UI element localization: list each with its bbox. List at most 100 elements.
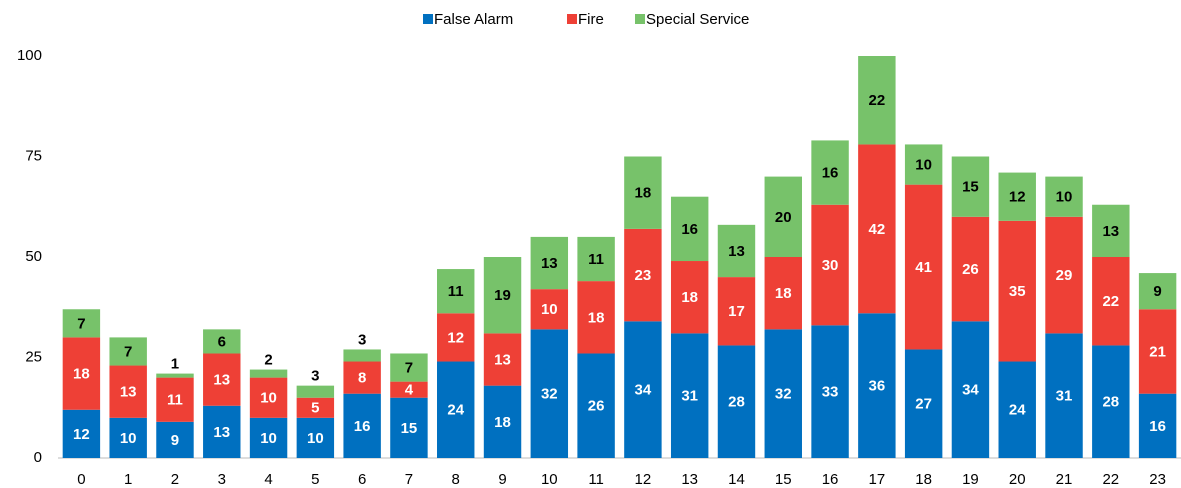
value-label: 15 — [401, 420, 418, 437]
x-tick-label: 14 — [728, 471, 745, 488]
bar-segment — [764, 176, 802, 257]
value-label: 13 — [541, 255, 558, 272]
value-label: 32 — [541, 386, 558, 403]
value-label: 10 — [541, 301, 558, 318]
x-tick-label: 19 — [962, 471, 979, 488]
x-tick-label: 8 — [452, 471, 460, 488]
bar-segment — [156, 421, 194, 458]
value-label: 6 — [218, 333, 226, 350]
legend-label: False Alarm — [434, 11, 513, 28]
bar-segment — [483, 257, 522, 334]
x-tick-label: 23 — [1149, 471, 1166, 488]
bar-segment — [483, 385, 522, 458]
bar-segment — [62, 337, 101, 410]
bar-segment — [343, 349, 381, 362]
x-tick-label: 5 — [311, 471, 319, 488]
bar-segment — [530, 236, 569, 290]
bar-segment — [577, 353, 615, 458]
value-label: 13 — [1102, 223, 1119, 240]
value-label: 30 — [822, 257, 839, 274]
bar-segment — [670, 261, 709, 334]
value-label: 7 — [405, 360, 413, 377]
value-label: 12 — [1009, 189, 1026, 206]
y-tick-label: 100 — [17, 47, 42, 64]
bar-segment — [296, 397, 335, 418]
bar-segment — [998, 361, 1036, 458]
value-label: 34 — [635, 382, 652, 399]
bar-segment — [1045, 333, 1083, 458]
value-label: 10 — [260, 430, 277, 447]
value-label: 2 — [264, 352, 272, 369]
bar-segment — [717, 224, 756, 278]
value-label: 10 — [1056, 189, 1073, 206]
value-label: 11 — [167, 392, 183, 409]
value-label: 13 — [120, 384, 137, 401]
value-label: 13 — [213, 372, 230, 389]
y-tick-label: 25 — [25, 348, 42, 365]
x-tick-label: 2 — [171, 471, 179, 488]
bar-segment — [296, 417, 335, 458]
bar-segment — [343, 393, 381, 458]
x-tick-label: 1 — [124, 471, 132, 488]
value-label: 22 — [1102, 293, 1119, 310]
x-tick-label: 10 — [541, 471, 558, 488]
value-label: 33 — [822, 384, 839, 401]
bar-segment — [203, 405, 241, 458]
value-label: 5 — [311, 400, 319, 417]
bar-segment — [249, 377, 288, 418]
bar-segment — [437, 269, 475, 314]
value-label: 12 — [73, 426, 90, 443]
bar-segment — [1092, 257, 1130, 346]
value-label: 17 — [728, 303, 745, 320]
bar-segment — [670, 196, 709, 262]
value-label: 28 — [728, 394, 745, 411]
bar-segment — [1045, 216, 1083, 334]
x-tick-label: 7 — [405, 471, 413, 488]
value-label: 24 — [1009, 402, 1026, 419]
bar-segment — [858, 144, 896, 314]
bar-segment — [764, 329, 802, 458]
value-label: 13 — [728, 243, 745, 260]
value-label: 16 — [822, 165, 839, 182]
value-label: 12 — [447, 329, 464, 346]
bar-segment — [624, 156, 662, 229]
bar-segment — [811, 325, 849, 458]
x-tick-label: 16 — [822, 471, 839, 488]
x-tick-label: 18 — [915, 471, 932, 488]
x-tick-label: 4 — [264, 471, 272, 488]
value-label: 1 — [171, 356, 179, 373]
bar-segment — [156, 377, 194, 422]
bar-segment — [437, 361, 475, 458]
value-label: 11 — [588, 251, 604, 268]
bar-segment — [109, 365, 147, 418]
bar-segment — [811, 140, 849, 205]
x-tick-label: 17 — [869, 471, 886, 488]
bar-segment — [904, 184, 943, 350]
bar-segment — [1138, 393, 1177, 458]
x-tick-label: 15 — [775, 471, 792, 488]
bar-segment — [577, 236, 615, 282]
bar-segment — [904, 349, 943, 458]
value-label: 26 — [588, 398, 605, 415]
bar-segment — [390, 353, 428, 382]
value-label: 16 — [1149, 418, 1166, 435]
bar-segment — [717, 345, 756, 458]
bar-segment — [203, 353, 241, 406]
value-label: 35 — [1009, 283, 1026, 300]
legend-swatch — [635, 14, 645, 24]
value-label: 22 — [869, 92, 886, 109]
bar-segment — [156, 373, 194, 378]
value-label: 28 — [1102, 394, 1119, 411]
value-label: 31 — [681, 388, 698, 405]
bar-segment — [951, 321, 990, 458]
value-label: 18 — [775, 285, 792, 302]
value-label: 41 — [915, 259, 932, 276]
value-label: 16 — [354, 418, 371, 435]
value-label: 11 — [448, 283, 464, 300]
value-label: 18 — [73, 366, 90, 383]
value-label: 23 — [635, 267, 652, 284]
value-label: 9 — [171, 432, 179, 449]
bar-segment — [717, 277, 756, 346]
bar-segment — [530, 329, 569, 458]
bar-segment — [203, 329, 241, 354]
